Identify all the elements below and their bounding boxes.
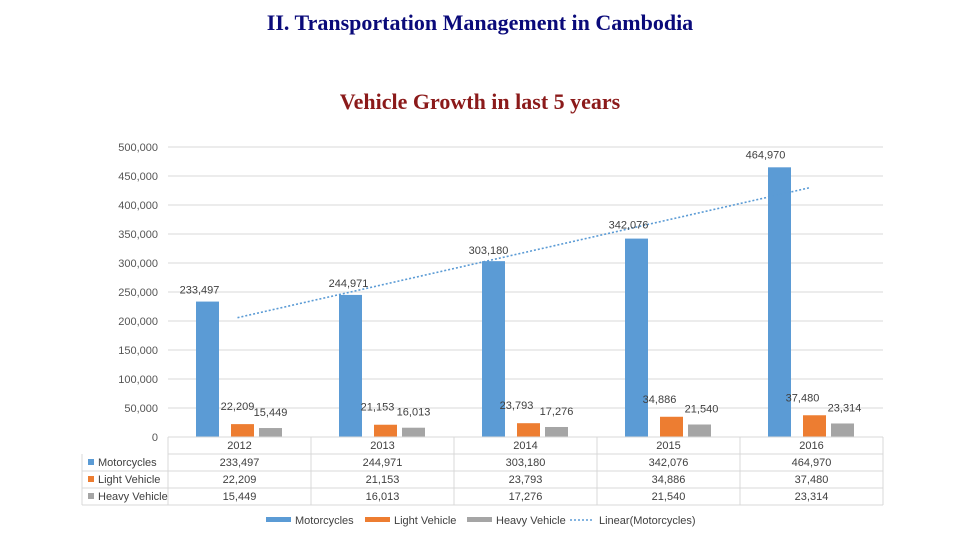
table-legend-key — [88, 493, 94, 499]
legend-key — [467, 517, 492, 522]
data-label: 23,793 — [500, 400, 534, 412]
bar-light-vehicle — [517, 423, 540, 437]
y-tick-label: 500,000 — [118, 142, 158, 154]
data-label: 22,209 — [221, 401, 255, 413]
bar-motorcycles — [768, 167, 791, 438]
chart-title: Vehicle Growth in last 5 years — [339, 89, 621, 114]
table-cell: 244,971 — [363, 457, 403, 469]
x-tick-label: 2013 — [370, 440, 394, 452]
y-tick-label: 150,000 — [118, 345, 158, 357]
bar-motorcycles — [482, 261, 505, 437]
y-tick-label: 400,000 — [118, 200, 158, 212]
legend-label: Linear(Motorcycles) — [599, 515, 696, 527]
bar-heavy-vehicle — [259, 428, 282, 437]
table-cell: 15,449 — [223, 491, 257, 503]
bar-heavy-vehicle — [831, 423, 854, 437]
table-cell: 17,276 — [509, 491, 543, 503]
data-label: 21,153 — [361, 402, 395, 414]
y-tick-label: 0 — [152, 432, 158, 444]
table-cell: 21,153 — [366, 474, 400, 486]
legend-label: Heavy Vehicle — [496, 515, 566, 527]
table-cell: 342,076 — [649, 457, 689, 469]
table-legend-key — [88, 476, 94, 482]
data-label: 464,970 — [746, 149, 786, 161]
data-label: 17,276 — [540, 406, 574, 418]
bar-light-vehicle — [231, 424, 254, 437]
legend-key — [266, 517, 291, 522]
bar-motorcycles — [625, 238, 648, 437]
data-label: 23,314 — [828, 402, 862, 414]
x-tick-label: 2012 — [227, 440, 251, 452]
data-label: 16,013 — [397, 407, 431, 419]
bar-motorcycles — [339, 294, 362, 437]
y-tick-label: 450,000 — [118, 171, 158, 183]
table-cell: 464,970 — [792, 457, 832, 469]
y-tick-label: 50,000 — [124, 403, 158, 415]
table-cell: 22,209 — [223, 474, 257, 486]
data-label: 37,480 — [786, 392, 820, 404]
table-row-header: Light Vehicle — [98, 474, 160, 486]
data-label: 244,971 — [329, 278, 369, 290]
y-tick-label: 250,000 — [118, 287, 158, 299]
x-tick-label: 2014 — [513, 440, 537, 452]
data-label: 15,449 — [254, 407, 288, 419]
data-label: 342,076 — [609, 220, 649, 232]
table-cell: 37,480 — [795, 474, 829, 486]
table-cell: 34,886 — [652, 474, 686, 486]
table-legend-key — [88, 459, 94, 465]
bar-motorcycles — [196, 301, 219, 437]
bar-heavy-vehicle — [545, 426, 568, 437]
x-tick-label: 2016 — [799, 440, 823, 452]
x-tick-label: 2015 — [656, 440, 680, 452]
table-cell: 21,540 — [652, 491, 686, 503]
table-cell: 16,013 — [366, 491, 400, 503]
y-tick-label: 100,000 — [118, 374, 158, 386]
table-row-header: Heavy Vehicle — [98, 491, 168, 503]
data-label: 303,180 — [469, 245, 509, 257]
bar-heavy-vehicle — [402, 427, 425, 437]
data-label: 34,886 — [643, 394, 677, 406]
data-label: 21,540 — [685, 404, 719, 416]
y-tick-label: 300,000 — [118, 258, 158, 270]
bar-light-vehicle — [803, 415, 826, 437]
legend-label: Motorcycles — [295, 515, 354, 527]
table-cell: 23,793 — [509, 474, 543, 486]
data-label: 233,497 — [180, 285, 220, 297]
y-tick-label: 200,000 — [118, 316, 158, 328]
legend-label: Light Vehicle — [394, 515, 456, 527]
bar-light-vehicle — [374, 424, 397, 437]
page-title: II. Transportation Management in Cambodi… — [266, 10, 694, 35]
bar-light-vehicle — [660, 416, 683, 437]
bar-heavy-vehicle — [688, 424, 711, 437]
table-cell: 303,180 — [506, 457, 546, 469]
trendline-motorcycles — [237, 186, 810, 319]
legend-key — [365, 517, 390, 522]
table-row-header: Motorcycles — [98, 457, 157, 469]
y-tick-label: 350,000 — [118, 229, 158, 241]
table-cell: 23,314 — [795, 491, 829, 503]
table-cell: 233,497 — [220, 457, 260, 469]
